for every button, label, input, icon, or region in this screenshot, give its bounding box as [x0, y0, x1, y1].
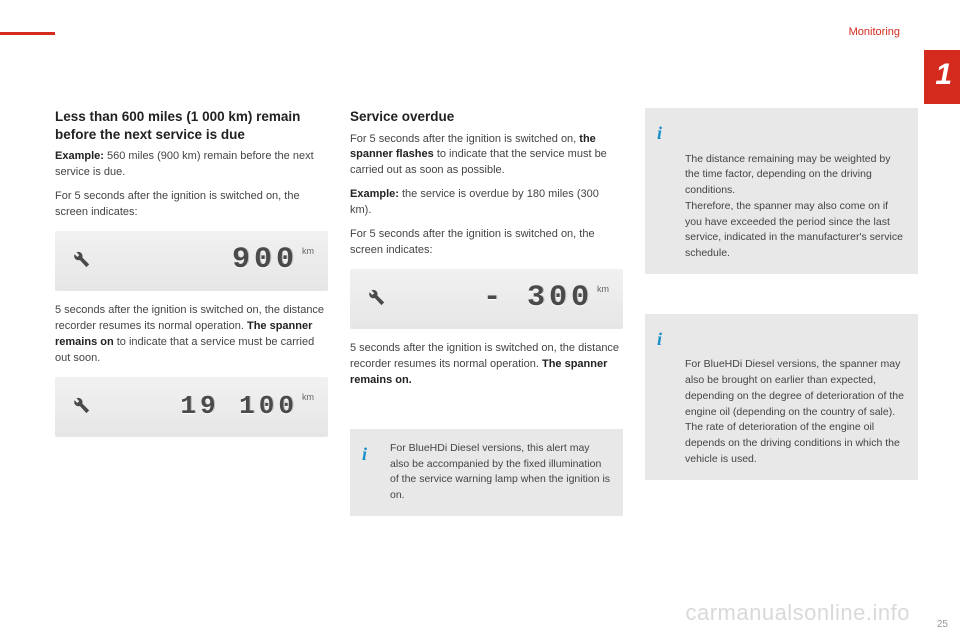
info-box-bluehdi-alert: i For BlueHDi Diesel versions, this aler…	[350, 429, 623, 516]
display-minus300km: - 300 km	[350, 269, 623, 329]
info-icon: i	[657, 326, 662, 353]
info-icon: i	[362, 441, 367, 468]
display-19100-value: 19 100	[101, 388, 298, 426]
col1-p2: For 5 seconds after the ignition is swit…	[55, 189, 328, 221]
info-bluehdi-earlier-text: For BlueHDi Diesel versions, the spanner…	[685, 358, 904, 465]
spanner-icon	[69, 393, 91, 421]
col2-p1a: For 5 seconds after the ignition is swit…	[350, 133, 579, 145]
col2-p4: 5 seconds after the ignition is switched…	[350, 341, 623, 389]
display-900-value: 900	[101, 239, 298, 283]
chapter-number: 1	[935, 58, 952, 92]
col1-heading: Less than 600 miles (1 000 km) remain be…	[55, 108, 328, 143]
info-bluehdi-alert-text: For BlueHDi Diesel versions, this alert …	[390, 442, 610, 501]
col1-p3: 5 seconds after the ignition is switched…	[55, 303, 328, 367]
col2-p2: Example: the service is overdue by 180 m…	[350, 187, 623, 219]
col1-p1-bold: Example:	[55, 150, 104, 162]
col2-p1: For 5 seconds after the ignition is swit…	[350, 132, 623, 180]
display-19100-unit: km	[302, 391, 314, 404]
info-box-bluehdi-earlier: i For BlueHDi Diesel versions, the spann…	[645, 314, 918, 480]
info-distance-weighted-text: The distance remaining may be weighted b…	[685, 153, 903, 260]
info-icon: i	[657, 120, 662, 147]
chapter-tab: 1	[924, 50, 960, 104]
display-900-unit: km	[302, 245, 314, 258]
display-minus300-value: - 300	[396, 277, 593, 321]
header-category: Monitoring	[849, 26, 900, 38]
watermark: carmanualsonline.info	[685, 600, 910, 626]
info-box-distance-weighted: i The distance remaining may be weighted…	[645, 108, 918, 274]
column-1: Less than 600 miles (1 000 km) remain be…	[55, 108, 328, 516]
accent-bar	[0, 32, 55, 35]
page-content: Less than 600 miles (1 000 km) remain be…	[55, 108, 918, 516]
display-19100km: 19 100 km	[55, 377, 328, 437]
column-2: Service overdue For 5 seconds after the …	[350, 108, 623, 516]
display-900km: 900 km	[55, 231, 328, 291]
page-number: 25	[937, 619, 948, 630]
col2-heading: Service overdue	[350, 108, 623, 126]
display-minus300-unit: km	[597, 283, 609, 296]
col2-p2a: Example:	[350, 188, 399, 200]
col1-p1: Example: 560 miles (900 km) remain befor…	[55, 149, 328, 181]
column-3: i The distance remaining may be weighted…	[645, 108, 918, 516]
spanner-icon	[69, 247, 91, 275]
spanner-icon	[364, 285, 386, 313]
col2-p3: For 5 seconds after the ignition is swit…	[350, 227, 623, 259]
